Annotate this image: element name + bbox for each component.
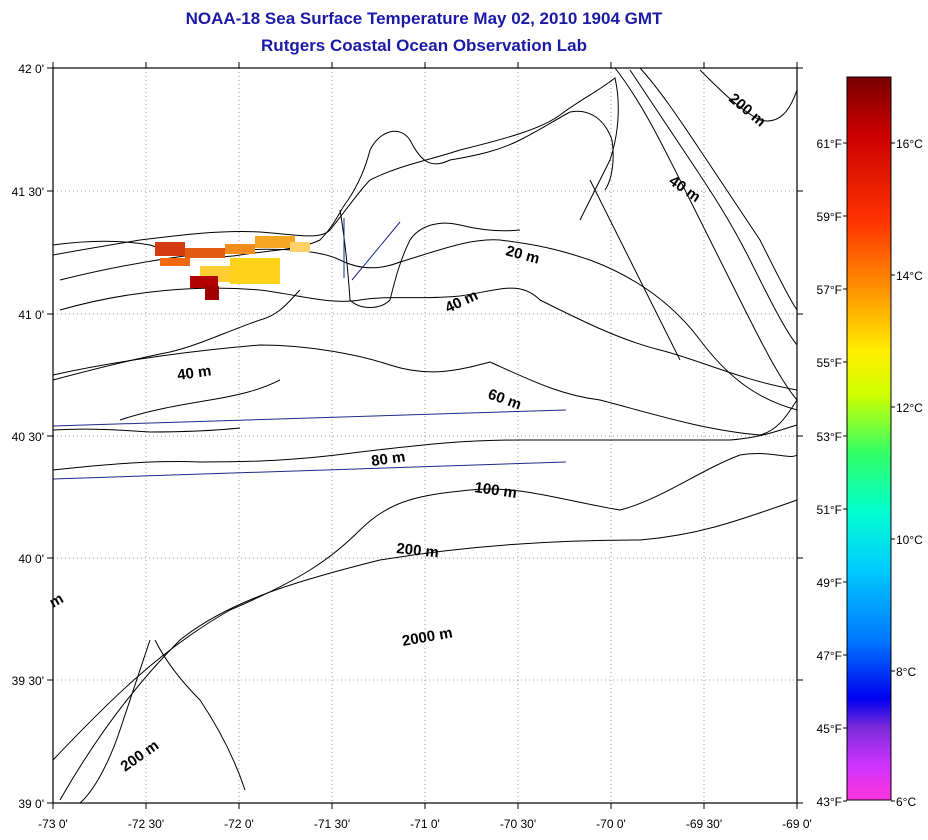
contour-label-80m: 80 m <box>370 448 406 470</box>
colorbar-f-label: 59°F <box>817 210 842 224</box>
sst-patches <box>155 236 310 300</box>
colorbar-c-label: 14°C <box>896 269 923 283</box>
colorbar-f-label: 51°F <box>817 503 842 517</box>
bathymetry-contours <box>52 67 798 804</box>
colorbar-c-label: 6°C <box>896 795 916 809</box>
lon-label: -72 0' <box>224 817 254 831</box>
colorbar-c-label: 12°C <box>896 401 923 415</box>
colorbar-c-label: 16°C <box>896 137 923 151</box>
map-title: NOAA-18 Sea Surface Temperature May 02, … <box>185 9 663 28</box>
lat-label: 39 0' <box>18 797 44 811</box>
tick-marks <box>47 62 803 809</box>
latitude-labels: 42 0' 41 30' 41 0' 40 30' 40 0' 39 30' 3… <box>12 62 44 811</box>
lat-label: 42 0' <box>18 62 44 76</box>
lat-label: 41 30' <box>12 185 44 199</box>
colorbar-gradient <box>846 76 892 801</box>
lat-label: 40 30' <box>12 430 44 444</box>
colorbar-c-label: 8°C <box>896 665 916 679</box>
contour-label-40m: 40 m <box>666 172 704 206</box>
satellite-tracks <box>52 218 567 480</box>
contour-label-200m: 200 m <box>396 540 440 561</box>
colorbar-f-label: 61°F <box>817 137 842 151</box>
colorbar-f-label: 49°F <box>817 576 842 590</box>
contour-labels: 200 m 40 m 20 m 40 m 40 m 60 m 80 m 100 … <box>47 90 769 775</box>
coastline <box>52 110 681 433</box>
colorbar: 61°F 59°F 57°F 55°F 53°F 51°F 49°F 47°F … <box>817 76 923 809</box>
lon-label: -69 30' <box>686 817 722 831</box>
contour-label-200m: 200 m <box>118 737 163 775</box>
contour-label-partial: m <box>47 590 67 611</box>
colorbar-f-label: 47°F <box>817 649 842 663</box>
lon-label: -70 30' <box>500 817 536 831</box>
map-grid <box>53 68 797 803</box>
longitude-labels: -73 0' -72 30' -72 0' -71 30' -71 0' -70… <box>38 817 812 831</box>
contour-label-60m: 60 m <box>486 386 524 414</box>
colorbar-c-label: 10°C <box>896 533 923 547</box>
lat-label: 39 30' <box>12 674 44 688</box>
contour-label-40m: 40 m <box>443 287 481 317</box>
colorbar-f-label: 53°F <box>817 430 842 444</box>
colorbar-f-label: 45°F <box>817 722 842 736</box>
lat-label: 40 0' <box>18 552 44 566</box>
colorbar-f-label: 43°F <box>817 795 842 809</box>
contour-label-20m: 20 m <box>504 242 541 267</box>
lon-label: -69 0' <box>782 817 812 831</box>
contour-label-2000m: 2000 m <box>401 624 454 650</box>
lat-label: 41 0' <box>18 308 44 322</box>
contour-label-200m: 200 m <box>725 90 769 130</box>
lon-label: -71 0' <box>410 817 440 831</box>
lon-label: -70 0' <box>596 817 626 831</box>
colorbar-f-label: 55°F <box>817 356 842 370</box>
colorbar-f-label: 57°F <box>817 283 842 297</box>
lon-label: -72 30' <box>128 817 164 831</box>
lon-label: -73 0' <box>38 817 68 831</box>
map-subtitle: Rutgers Coastal Ocean Observation Lab <box>261 36 587 55</box>
contour-label-100m: 100 m <box>473 479 517 502</box>
contour-label-40m: 40 m <box>176 362 212 384</box>
lon-label: -71 30' <box>314 817 350 831</box>
